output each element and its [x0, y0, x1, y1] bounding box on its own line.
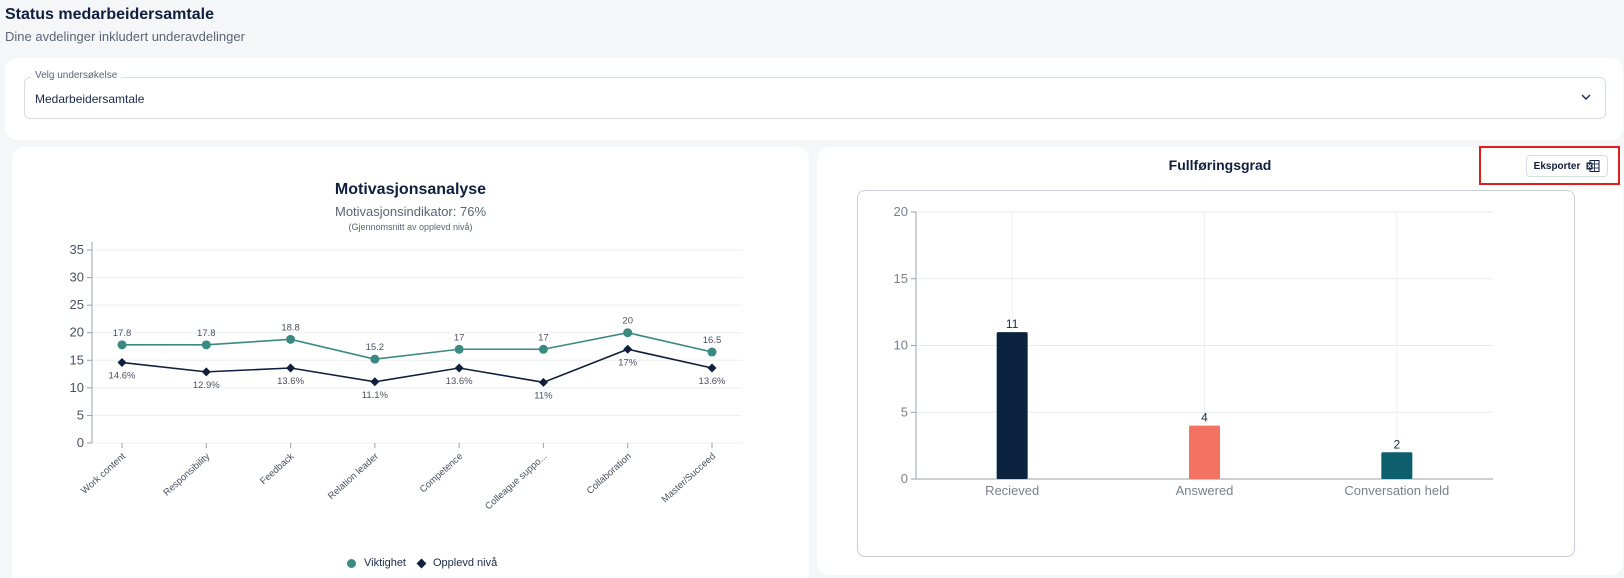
y-tick-label: 15	[894, 271, 908, 286]
motivation-legend: Viktighet Opplevd nivå	[347, 557, 497, 569]
motivation-title: Motivasjonsanalyse	[334, 181, 487, 198]
y-tick-label: 30	[70, 270, 84, 285]
motivation-indicator: Motivasjonsindikator: 76%	[334, 204, 487, 219]
survey-select-card: Velg undersøkelse Medarbeidersamtale	[5, 58, 1623, 140]
importance-point	[117, 340, 127, 350]
importance-data-label: 16.5	[703, 335, 722, 346]
x-tick-label: Colleague suppo...	[483, 451, 549, 512]
perceived-data-label: 11.1%	[362, 390, 389, 401]
x-tick-label: Master/Succeed	[660, 451, 718, 505]
y-tick-label: 20	[70, 325, 84, 340]
legend-importance[interactable]: Viktighet	[364, 557, 406, 569]
x-tick-label: Relation leader	[326, 451, 381, 502]
x-tick-label: Work content	[79, 451, 128, 497]
legend-diamond-icon	[416, 558, 427, 568]
perceived-data-label: 13.6%	[446, 376, 473, 387]
perceived-point	[538, 377, 548, 387]
page-subtitle: Dine avdelinger inkludert underavdelinge…	[5, 29, 245, 44]
importance-data-label: 20	[622, 316, 633, 327]
perceived-data-label: 13.6%	[277, 376, 304, 387]
y-tick-label: 25	[70, 297, 84, 312]
y-tick-label: 0	[901, 471, 908, 486]
perceived-data-label: 11%	[534, 390, 553, 401]
y-tick-label: 10	[894, 338, 908, 353]
motivation-line-chart: 0 5 10 15 20 25 30 35 Work content Responsibility…	[70, 242, 742, 512]
survey-select[interactable]: Velg undersøkelse Medarbeidersamtale	[24, 70, 1606, 119]
importance-point	[538, 344, 548, 354]
x-tick-label: Conversation held	[1344, 483, 1449, 498]
chevron-down-icon[interactable]	[1579, 90, 1593, 104]
perceived-point	[201, 367, 211, 377]
series-line-importance	[122, 331, 713, 360]
importance-data-label: 17.8	[113, 328, 132, 339]
motivation-card: Motivasjonsanalyse Motivasjonsindikator:…	[12, 147, 809, 578]
importance-point	[201, 340, 211, 350]
y-tick-label: 15	[70, 352, 84, 367]
perceived-point	[370, 377, 380, 387]
importance-point	[707, 347, 717, 357]
x-tick-label: Competence	[418, 451, 465, 495]
x-tick-label: Responsibility	[161, 451, 212, 499]
completion-bar-chart: 0 5 10 15 20 11 Recieved 4 Answered 2 Conversation…	[894, 204, 1493, 498]
y-tick-label: 0	[77, 435, 84, 450]
x-tick-label: Recieved	[985, 483, 1039, 498]
series-line-perceived	[121, 348, 713, 384]
importance-data-label: 17	[538, 332, 549, 343]
bar	[1381, 452, 1413, 479]
x-tick-label: Feedback	[258, 451, 297, 487]
y-tick-label: 35	[70, 242, 84, 257]
survey-select-value: Medarbeidersamtale	[35, 92, 145, 106]
x-tick-label: Answered	[1176, 483, 1234, 498]
y-tick-label: 5	[901, 404, 908, 419]
bar	[996, 332, 1028, 479]
completion-chart-box: 0 5 10 15 20 11 Recieved 4 Answered 2 Conversation…	[857, 190, 1575, 557]
importance-point	[286, 334, 296, 344]
importance-data-label: 15.2	[366, 342, 385, 353]
x-tick-label: Collaboration	[585, 451, 634, 497]
importance-point	[370, 354, 380, 364]
export-button-label: Eksporter	[1533, 160, 1581, 172]
bar-value-label: 11	[1006, 317, 1019, 331]
y-tick-label: 20	[894, 204, 908, 219]
perceived-data-label: 13.6%	[699, 376, 726, 387]
perceived-data-label: 12.9%	[193, 380, 220, 391]
perceived-data-label: 14.6%	[109, 370, 136, 381]
importance-point	[454, 344, 464, 354]
export-button[interactable]: Eksporter	[1526, 155, 1608, 177]
legend-perceived[interactable]: Opplevd nivå	[433, 557, 498, 569]
y-tick-label: 10	[70, 380, 84, 395]
bar-value-label: 4	[1201, 411, 1208, 425]
perceived-point	[117, 357, 127, 367]
importance-data-label: 17	[454, 332, 465, 343]
perceived-point	[623, 344, 633, 354]
importance-data-label: 17.8	[197, 328, 216, 339]
perceived-data-label: 17%	[618, 357, 638, 368]
y-tick-label: 5	[77, 407, 84, 422]
completion-title: Fullføringsgrad	[1168, 157, 1272, 173]
perceived-point	[454, 363, 464, 373]
export-highlight	[1479, 146, 1620, 185]
perceived-point	[286, 363, 296, 373]
importance-point	[623, 328, 633, 338]
survey-select-label: Velg undersøkelse	[31, 70, 122, 81]
legend-dot-icon	[347, 558, 356, 568]
importance-data-label: 18.8	[281, 322, 300, 333]
perceived-point	[707, 363, 717, 373]
bar	[1189, 425, 1220, 479]
excel-icon	[1586, 160, 1600, 172]
page-title: Status medarbeidersamtale	[5, 6, 214, 23]
bar-value-label: 2	[1393, 437, 1400, 451]
motivation-note: (Gjennomsnitt av opplevd nivå)	[348, 222, 473, 232]
